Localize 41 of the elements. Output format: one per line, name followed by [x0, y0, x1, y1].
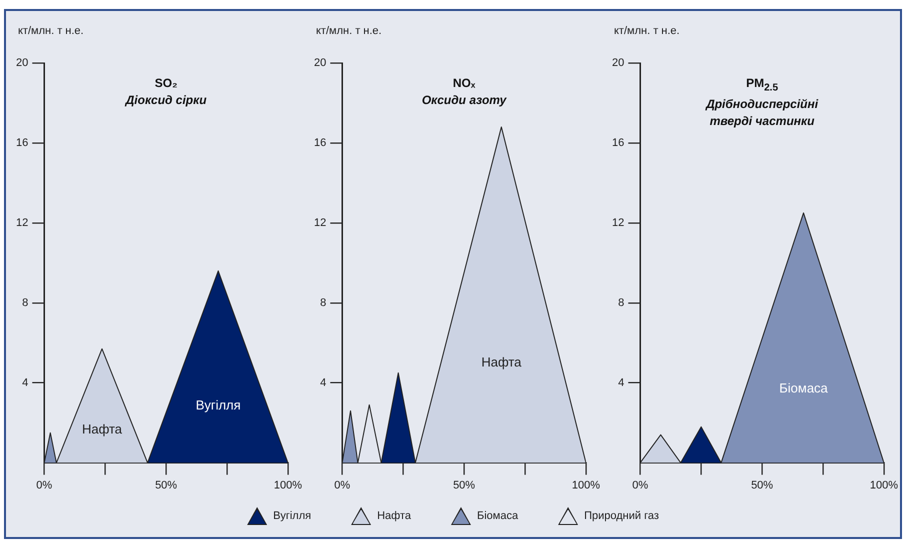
x-tick-label: 0% [36, 479, 52, 492]
text: Оксиди азоту [420, 92, 508, 109]
y-tick-label: 16 [16, 136, 28, 149]
y-tick-label: 12 [16, 216, 28, 229]
x-tick-label: 100% [572, 479, 600, 492]
text: PM$_{2.5}$ [745, 75, 780, 96]
series-label: Вугілля [196, 398, 241, 413]
text: Діоксид сірки [124, 92, 208, 109]
y-axis-title: кт/млн. т н.е. [614, 25, 680, 37]
y-tick-label: 4 [618, 376, 624, 389]
legend-label: Вугілля [273, 510, 312, 522]
y-tick-label: 8 [618, 296, 624, 309]
y-tick-label: 4 [22, 376, 28, 389]
x-tick-label: 100% [870, 479, 898, 492]
y-tick-label: 8 [22, 296, 28, 309]
series-label: Нафта [82, 421, 122, 436]
legend-label: Нафта [377, 510, 411, 522]
y-tick-label: 12 [314, 216, 326, 229]
text: NOₓ [452, 75, 476, 92]
text: SO₂ [154, 75, 178, 92]
y-tick-label: 20 [314, 57, 326, 70]
y-axis-title: кт/млн. т н.е. [18, 25, 84, 37]
x-tick-label: 50% [751, 479, 774, 492]
x-tick-label: 50% [453, 479, 476, 492]
text: Дрібнодисперсійні тверді частинки [704, 96, 820, 130]
x-tick-label: 100% [274, 479, 302, 492]
y-tick-label: 16 [314, 136, 326, 149]
y-tick-label: 4 [320, 376, 326, 389]
legend-label: Природний газ [584, 510, 659, 522]
y-tick-label: 8 [320, 296, 326, 309]
y-tick-label: 16 [612, 136, 624, 149]
y-tick-label: 12 [612, 216, 624, 229]
series-label: Біомаса [779, 380, 828, 396]
y-tick-label: 20 [16, 57, 28, 70]
legend-label: Біомаса [476, 510, 518, 522]
y-axis-title: кт/млн. т н.е. [316, 25, 382, 37]
x-tick-label: 0% [632, 479, 648, 492]
text: Нафта [481, 354, 522, 370]
x-tick-label: 0% [334, 479, 350, 492]
y-tick-label: 20 [612, 57, 624, 70]
x-tick-label: 50% [155, 479, 178, 492]
